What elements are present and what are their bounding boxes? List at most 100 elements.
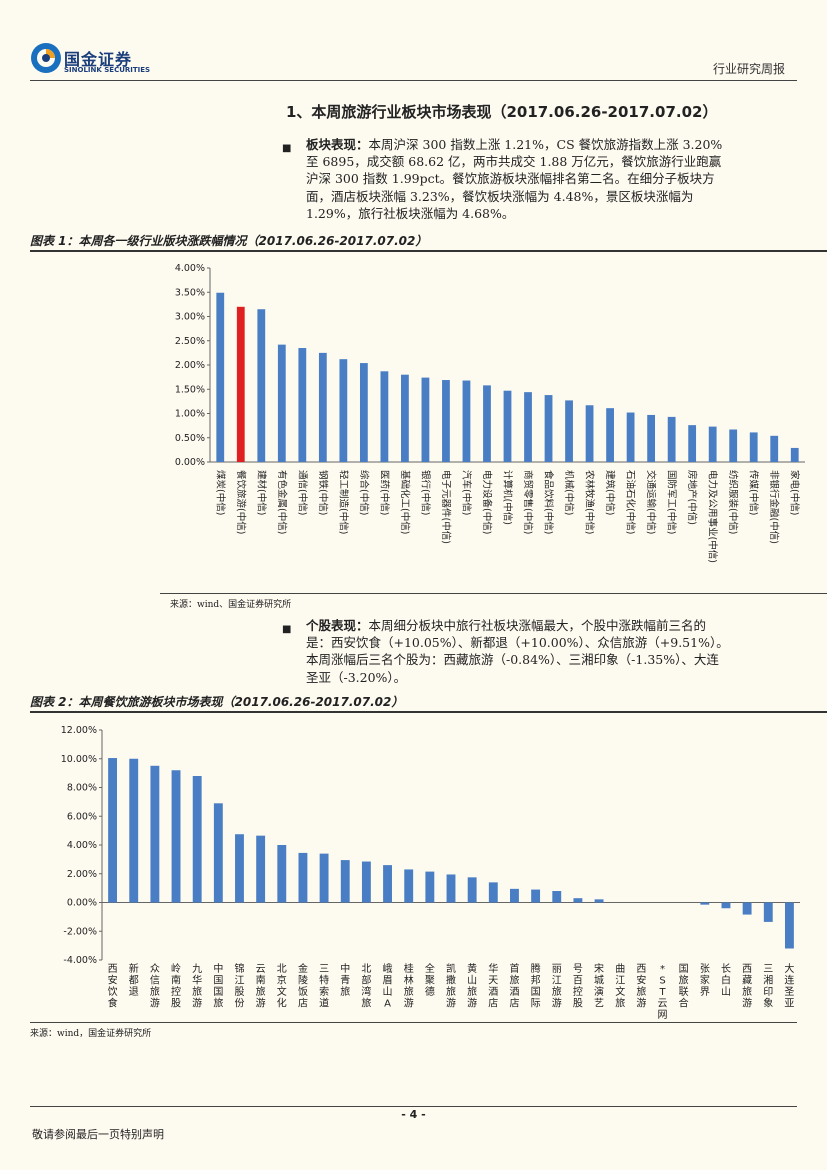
bar [318,352,327,462]
figure2-title: 图表 2：本周餐饮旅游板块市场表现（2017.06.26-2017.07.02） [30,695,404,709]
x-tick-label: 曲江文旅 [615,963,625,1010]
x-tick-label: 电子元器件(中信) [440,470,452,544]
bar [298,852,308,903]
chart-stock-returns: 12.00% 10.00% 8.00% 6.00% 4.00% 2.00% 0.00% -2.… [61,725,800,1020]
x-tick-label: 交通运输(中信) [645,470,657,534]
logo-mark-icon [31,43,61,73]
bar [565,400,573,462]
bar [277,344,286,462]
bar [235,834,244,903]
x-tick-label: 长白山 [721,963,731,998]
x-tick-label: 凯撒旅游 [446,962,456,1010]
bar [700,902,710,905]
x-tick-label: 有色金属(中信) [276,470,288,534]
para1-line: 沪深 300 指数 1.99pct。餐饮旅游板块涨幅排名第二名。在细分子板块方 [306,171,715,187]
bar [531,889,541,903]
x-tick-label: 煤炭(中信) [214,470,226,515]
x-tick-label: 张家界 [700,963,710,998]
x-tick-label: 全聚德 [425,962,435,998]
x-tick-label: 九华旅游 [192,963,202,1010]
logo-title: 国金证券 [64,50,133,69]
x-tick-label: 电力设备(中信) [481,470,493,534]
bar [770,435,779,462]
x-tick-label: 银行(中信) [419,470,431,515]
bar [108,758,118,903]
x-tick-label: 餐饮旅游(中信) [235,470,247,534]
bar [667,416,676,462]
bar [721,902,731,909]
bar [573,898,583,903]
paragraph-sector: 板块表现：本周沪深 300 指数上涨 1.21%，CS 餐饮旅游指数上涨 3.2… [306,136,788,222]
figure2-rule [30,711,827,713]
x-tick-label: 建筑(中信) [604,470,616,515]
bar [483,385,491,462]
x-tick-label: 众信旅游 [150,963,160,1010]
x-tick-label: 基础化工(中信) [399,470,411,534]
para1-lead: 板块表现： [306,137,369,152]
x-tick-label: 北京文化 [277,963,287,1010]
figure1-rule [30,250,827,252]
bar [401,374,409,462]
y-tick-label: 4.00% [67,840,97,851]
y-tick-label: 1.00% [175,409,205,420]
x-tick-label: * S T 云网 [658,964,668,1020]
x-tick-label: 计算机(中信) [502,470,514,525]
bar [467,877,477,903]
y-tick-label: 4.00% [175,263,205,274]
x-tick-label: 纺织服装(中信) [727,470,739,534]
bar [585,405,594,462]
bar [421,377,430,462]
figure1-source: 来源：wind、国金证券研究所 [170,600,292,610]
bullet-icon: ■ [282,143,292,154]
y-tick-label: -2.00% [63,926,97,937]
bar [404,869,414,903]
bar [446,874,456,903]
x-tick-label: 中青旅 [340,962,350,998]
y-tick-label: 6.00% [67,811,97,822]
bar [277,845,287,903]
bar [257,309,266,462]
bar [298,348,307,462]
bar [256,835,266,903]
bar [503,390,512,462]
bar [359,363,368,462]
figure2-source: 来源：wind，国金证券研究所 [30,1029,152,1039]
x-tick-label: 钢铁(中信) [317,470,329,515]
bar [150,765,160,903]
para2-line: 本周涨幅后三名个股为：西藏旅游（-0.84%）、三湘印象（-1.35%）、大连 [306,652,719,668]
x-tick-label: 国防军工(中信) [666,470,678,534]
para2-lead: 个股表现： [306,618,369,633]
bar [790,447,799,462]
y-tick-label: 1.50% [175,384,205,395]
bar [442,380,450,462]
x-tick-label: 机械(中信) [563,470,575,515]
x-tick-label: 桂林旅游 [404,962,414,1010]
x-tick-label: 国旅联合 [679,963,689,1010]
x-tick-label: 峨眉山 A [383,963,393,1010]
x-tick-label: 石油石化(中信) [625,470,637,534]
bar [213,803,223,903]
x-tick-label: 锦江股份 [234,962,244,1010]
bar [340,860,350,903]
bar [594,899,604,903]
x-tick-label: 腾邦国际 [531,962,541,1010]
x-tick-label: 金陵饭店 [298,962,308,1010]
page-number: - 4 - [401,1108,426,1121]
para1-line: 本周沪深 300 指数上涨 1.21%，CS 餐饮旅游指数上涨 3.20% [368,137,723,152]
x-tick-label: 汽车(中信) [460,470,472,515]
para1-line: 1.29%，旅行社板块涨幅为 4.68%。 [306,205,515,221]
para2-line: 圣亚（-3.20%）。 [306,669,407,685]
footer-notice: 敬请参阅最后一页特别声明 [32,1128,164,1141]
x-tick-label: 号百控股 [573,963,583,1010]
report-type: 行业研究周报 [712,62,785,76]
x-tick-label: 电力及公用事业(中信) [707,470,719,563]
x-tick-label: 轻工制造(中信) [337,470,349,534]
x-tick-label: 房地产(中信) [686,470,698,525]
para1-line: 至 6895，成交额 68.62 亿，两市共成交 1.88 万亿元，餐饮旅游行业… [306,154,722,170]
x-tick-label: 建材(中信) [255,470,267,515]
y-tick-label: 2.00% [175,360,205,371]
bullet-icon: ■ [282,624,292,635]
x-tick-label: 通信(中信) [296,470,308,515]
y-tick-label: 3.00% [175,312,205,323]
y-tick-label: 8.00% [67,783,97,794]
